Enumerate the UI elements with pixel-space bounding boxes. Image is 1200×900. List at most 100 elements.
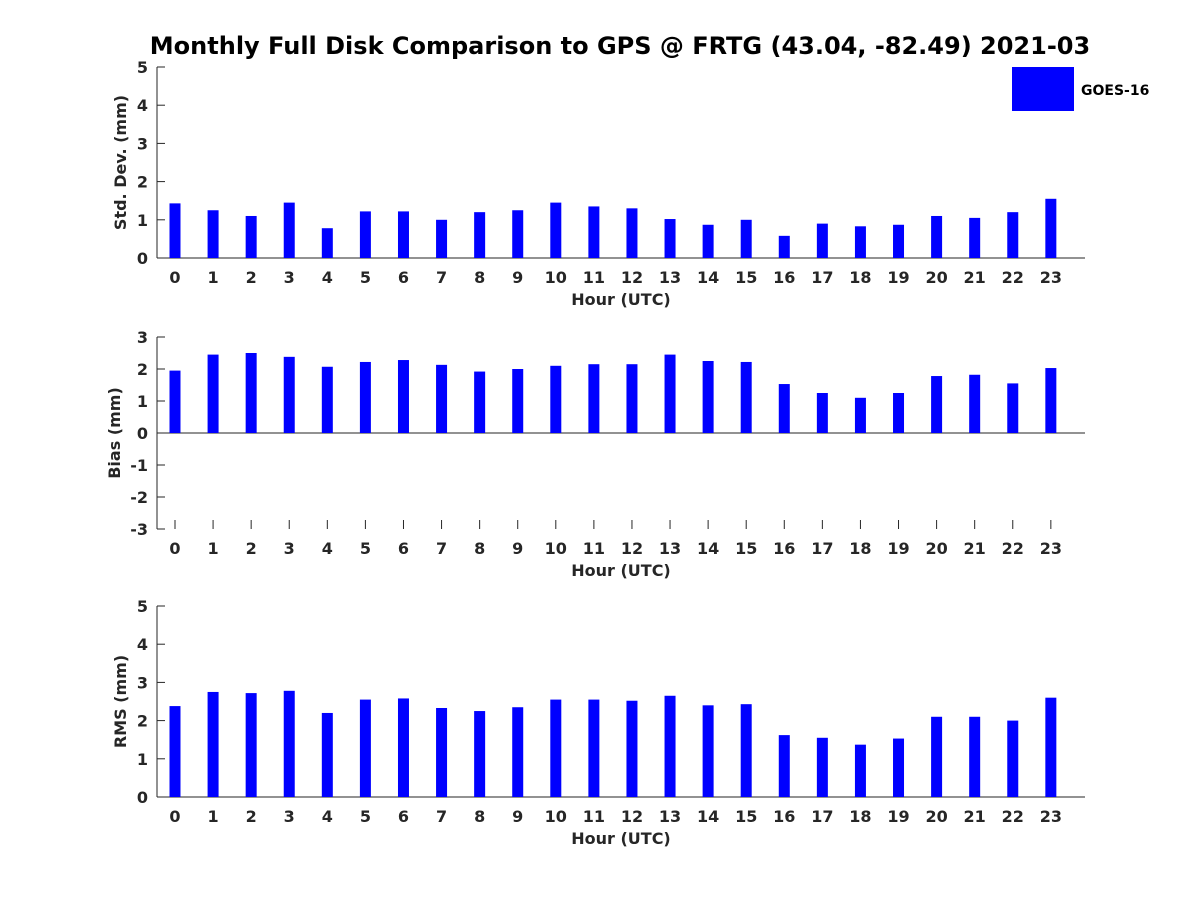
bar: [702, 224, 714, 258]
bar: [588, 206, 600, 258]
x-tick-label: 21: [964, 807, 986, 826]
x-tick-label: 16: [773, 268, 795, 287]
bar: [321, 366, 333, 433]
bar: [1045, 368, 1057, 433]
x-tick-label: 23: [1040, 807, 1062, 826]
x-tick-label: 17: [811, 539, 833, 558]
bar: [893, 393, 905, 433]
bar: [816, 393, 828, 433]
x-tick-label: 15: [735, 539, 757, 558]
x-axis-label: Hour (UTC): [571, 829, 671, 848]
x-tick-label: 21: [964, 268, 986, 287]
x-tick-label: 9: [512, 539, 523, 558]
y-tick-label: 3: [137, 673, 148, 692]
x-tick-label: 20: [925, 539, 947, 558]
bar: [321, 228, 333, 258]
x-tick-label: 20: [925, 807, 947, 826]
bar: [702, 361, 714, 433]
x-tick-label: 17: [811, 268, 833, 287]
y-tick-label: -1: [130, 456, 148, 475]
y-tick-label: 4: [137, 96, 148, 115]
bar: [740, 361, 752, 433]
y-axis-label: Std. Dev. (mm): [111, 95, 130, 230]
x-tick-label: 1: [208, 807, 219, 826]
x-tick-label: 6: [398, 807, 409, 826]
x-tick-label: 23: [1040, 268, 1062, 287]
bar: [778, 235, 790, 258]
bar: [626, 700, 638, 797]
bar: [512, 707, 524, 797]
x-tick-label: 21: [964, 539, 986, 558]
bar: [245, 215, 257, 258]
bar: [664, 354, 676, 433]
x-axis-label: Hour (UTC): [571, 290, 671, 309]
x-tick-label: 12: [621, 539, 643, 558]
x-tick-label: 0: [169, 268, 180, 287]
bar: [1007, 212, 1019, 258]
y-tick-label: 5: [137, 597, 148, 616]
x-tick-label: 16: [773, 807, 795, 826]
x-tick-label: 12: [621, 807, 643, 826]
x-tick-label: 7: [436, 807, 447, 826]
x-tick-label: 8: [474, 539, 485, 558]
bar: [664, 219, 676, 258]
x-tick-label: 5: [360, 268, 371, 287]
bar: [854, 744, 866, 797]
x-tick-label: 22: [1002, 268, 1024, 287]
y-tick-label: 0: [137, 424, 148, 443]
x-tick-label: 8: [474, 268, 485, 287]
bar: [207, 691, 219, 797]
bar: [740, 704, 752, 797]
x-tick-label: 5: [360, 539, 371, 558]
bar: [283, 690, 295, 797]
bar: [931, 716, 943, 797]
y-tick-label: 2: [137, 173, 148, 192]
x-tick-label: 14: [697, 539, 719, 558]
bar: [931, 215, 943, 258]
y-tick-label: 0: [137, 249, 148, 268]
x-tick-label: 16: [773, 539, 795, 558]
bar: [207, 354, 219, 433]
bar: [207, 210, 219, 258]
bar: [1007, 720, 1019, 797]
bar: [397, 360, 409, 433]
bar: [816, 737, 828, 797]
bar: [436, 364, 448, 433]
bar: [854, 226, 866, 258]
chart-title: Monthly Full Disk Comparison to GPS @ FR…: [150, 32, 1090, 60]
x-tick-label: 19: [887, 268, 909, 287]
x-tick-label: 9: [512, 268, 523, 287]
bar: [169, 203, 181, 258]
x-tick-label: 12: [621, 268, 643, 287]
x-tick-label: 1: [208, 268, 219, 287]
bar: [1045, 697, 1057, 797]
x-tick-label: 18: [849, 268, 871, 287]
bar: [969, 716, 981, 797]
bar: [1045, 198, 1057, 258]
x-tick-label: 15: [735, 268, 757, 287]
x-tick-label: 9: [512, 807, 523, 826]
legend: GOES-16: [1012, 67, 1149, 111]
x-tick-label: 2: [246, 807, 257, 826]
x-tick-label: 11: [583, 539, 605, 558]
x-tick-label: 3: [284, 539, 295, 558]
x-tick-label: 7: [436, 268, 447, 287]
x-tick-label: 18: [849, 807, 871, 826]
x-tick-label: 2: [246, 268, 257, 287]
x-tick-label: 4: [322, 539, 333, 558]
bar: [550, 699, 562, 797]
bar: [512, 210, 524, 258]
bar: [550, 202, 562, 258]
x-tick-label: 5: [360, 807, 371, 826]
legend-label: GOES-16: [1081, 83, 1149, 99]
x-axis-label: Hour (UTC): [571, 561, 671, 580]
bar: [969, 374, 981, 433]
x-tick-label: 18: [849, 539, 871, 558]
bar: [626, 364, 638, 433]
x-tick-label: 3: [284, 268, 295, 287]
x-tick-label: 10: [545, 268, 567, 287]
x-tick-label: 0: [169, 539, 180, 558]
